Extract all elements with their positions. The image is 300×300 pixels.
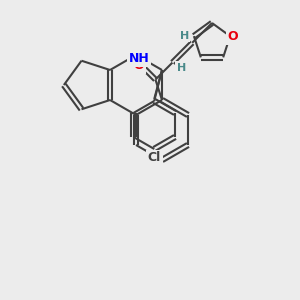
Text: O: O [228, 30, 238, 43]
Text: Cl: Cl [148, 152, 161, 164]
Text: H: H [180, 31, 189, 41]
Text: H: H [177, 63, 186, 73]
Text: NH: NH [129, 52, 149, 65]
Text: O: O [134, 59, 144, 72]
